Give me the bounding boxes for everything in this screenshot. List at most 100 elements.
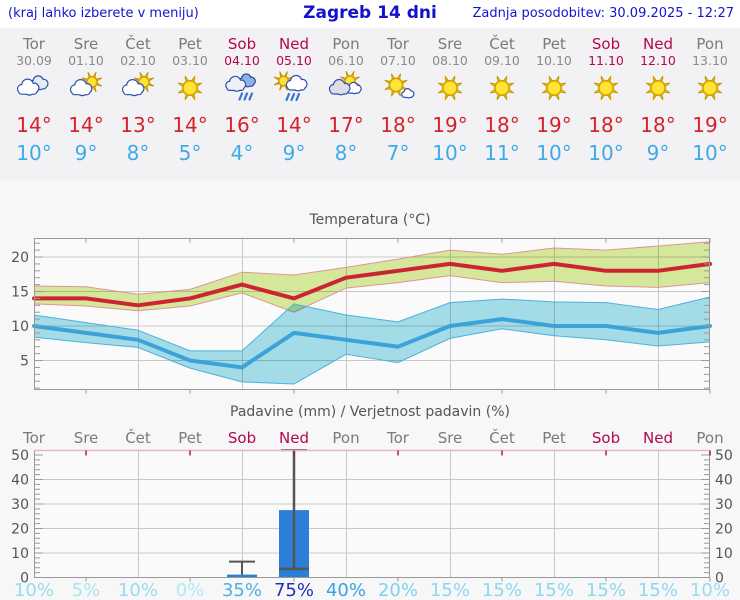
day-date: 01.10: [68, 53, 104, 68]
precip-day-label: Ned: [643, 429, 673, 447]
tmin-band-edge: [33, 296, 711, 352]
day-date: 05.10: [276, 53, 312, 68]
location-hint: (kraj lahko izberete v meniju): [8, 6, 199, 21]
precip-ytick-right: 20: [715, 522, 733, 538]
day-date: 08.10: [432, 53, 468, 68]
cloudy-icon: [14, 73, 54, 105]
temperature-chart-title: Temperatura (°C): [309, 212, 431, 228]
precip-day-label: Sob: [228, 429, 256, 447]
precip-prob-label: 0%: [176, 580, 205, 600]
day-column: Sob 04.10 16° 4°: [216, 28, 268, 180]
precip-day-label: Pon: [332, 429, 359, 447]
precip-plot-bg: [34, 450, 710, 578]
precip-day-label: Čet: [489, 428, 515, 447]
day-date: 13.10: [692, 53, 728, 68]
day-date: 07.10: [380, 53, 416, 68]
precip-ytick-left: 50: [11, 448, 29, 464]
max-temp: 19°: [692, 113, 728, 137]
precip-ytick-left: 30: [11, 497, 29, 513]
partly-cloudy-icon: [118, 71, 158, 105]
min-temp: 10°: [16, 141, 52, 165]
precip-ytick-left: 10: [11, 546, 29, 562]
day-date: 12.10: [640, 53, 676, 68]
precipitation-chart-title: Padavine (mm) / Verjetnost padavin (%): [230, 404, 510, 420]
day-name: Čet: [489, 35, 515, 53]
day-column: Tor 07.10 18° 7°: [372, 28, 424, 180]
precip-day-label: Sre: [438, 429, 463, 447]
precip-bar: [227, 574, 257, 578]
sun-rain-icon: [273, 71, 314, 105]
sunny-icon: [170, 73, 210, 105]
temp-plot-border: [34, 238, 710, 390]
day-date: 09.10: [484, 53, 520, 68]
precip-prob-label: 15%: [482, 580, 522, 600]
max-temp: 16°: [224, 113, 260, 137]
min-temp: 5°: [178, 141, 202, 165]
max-temp: 14°: [276, 113, 312, 137]
temp-ytick-label: 20: [11, 250, 29, 266]
day-column: Ned 12.10 18° 9°: [632, 28, 684, 180]
precip-day-label: Tor: [386, 429, 410, 447]
day-name: Pon: [332, 35, 360, 53]
tmax-line: [32, 261, 712, 308]
precip-day-label: Sre: [74, 429, 99, 447]
day-column: Ned 05.10 14° 9°: [268, 28, 320, 180]
min-temp: 10°: [692, 141, 728, 165]
precip-day-label: Pet: [542, 429, 566, 447]
sunny-icon: [690, 73, 730, 105]
max-temp: 19°: [432, 113, 468, 137]
precip-ytick-left: 40: [11, 473, 29, 489]
sun-small-cloud-icon: [378, 73, 418, 105]
partly-cloudy-icon: [66, 71, 106, 105]
min-temp: 8°: [126, 141, 150, 165]
day-date: 02.10: [120, 53, 156, 68]
day-column: Čet 09.10 18° 11°: [476, 28, 528, 180]
day-name: Ned: [279, 35, 309, 53]
temp-ytick-label: 10: [11, 319, 29, 335]
day-name: Pet: [542, 35, 566, 53]
max-temp: 14°: [16, 113, 52, 137]
day-name: Pet: [178, 35, 202, 53]
day-column: Pet 03.10 14° 5°: [164, 28, 216, 180]
header-bar: (kraj lahko izberete v meniju) Zagreb 14…: [0, 0, 740, 28]
max-temp: 19°: [536, 113, 572, 137]
precip-ytick-right: 40: [715, 473, 733, 489]
precip-ytick-right: 10: [715, 546, 733, 562]
min-temp: 10°: [588, 141, 624, 165]
page-title: Zagreb 14 dni: [303, 3, 437, 23]
day-name: Tor: [23, 35, 45, 53]
precip-prob-label: 15%: [430, 580, 470, 600]
tmin-line: [32, 317, 712, 370]
min-temp: 9°: [282, 141, 306, 165]
max-temp: 17°: [328, 113, 364, 137]
max-temp: 13°: [120, 113, 156, 137]
precip-prob-label: 20%: [378, 580, 418, 600]
day-name: Čet: [125, 35, 151, 53]
sunny-icon: [430, 73, 470, 105]
day-date: 10.10: [536, 53, 572, 68]
forecast-strip: Tor 30.09 14° 10° Sre 01.10 14° 9° Čet 02.10 13° 8°…: [0, 28, 740, 180]
day-column: Sob 11.10 18° 10°: [580, 28, 632, 180]
day-date: 03.10: [172, 53, 208, 68]
sunny-icon: [638, 73, 678, 105]
temp-ytick-label: 5: [20, 354, 29, 370]
day-name: Sre: [73, 35, 99, 53]
day-name: Sob: [227, 35, 257, 53]
max-temp: 14°: [172, 113, 208, 137]
min-temp: 10°: [432, 141, 468, 165]
day-name: Sre: [437, 35, 463, 53]
day-column: Pon 06.10 17° 8°: [320, 28, 372, 180]
min-temp: 11°: [484, 141, 520, 165]
sunny-icon: [586, 73, 626, 105]
precip-prob-label: 15%: [638, 580, 678, 600]
sunny-icon: [482, 73, 522, 105]
day-column: Pon 13.10 19° 10°: [684, 28, 736, 180]
partly-cloudy-gray-icon: [326, 71, 366, 105]
min-temp: 4°: [230, 141, 254, 165]
min-temp: 9°: [646, 141, 670, 165]
day-date: 04.10: [224, 53, 260, 68]
day-date: 30.09: [16, 53, 52, 68]
last-updated: Zadnja posodobitev: 30.09.2025 - 12:27: [472, 6, 734, 21]
